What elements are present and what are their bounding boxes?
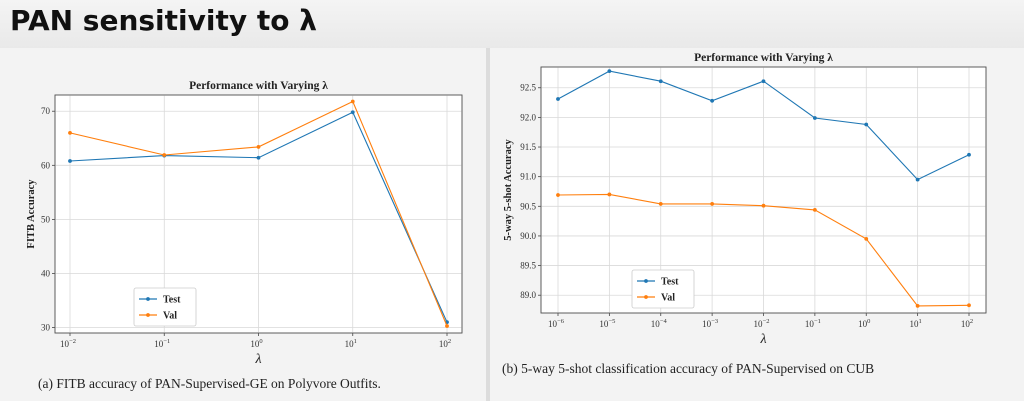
x-tick-label: 10−2 <box>60 338 76 349</box>
chart-title: Performance with Varying λ <box>189 80 328 92</box>
slide-title: PAN sensitivity to λ <box>10 4 317 37</box>
y-axis-label: 5-way 5-shot Accuracy <box>503 139 514 241</box>
data-point-val <box>256 145 261 149</box>
legend-box <box>133 287 197 327</box>
x-tick-label: 10−3 <box>702 318 718 329</box>
data-point-test <box>607 69 612 74</box>
plot-frame <box>54 94 463 334</box>
fitb-accuracy-chart: 10−2 10−1 100 101 102 30 40 50 60 70 Performance w… <box>26 80 463 367</box>
legend-marker-val <box>146 313 150 317</box>
data-point-test <box>864 122 869 127</box>
legend-label-test: Test <box>163 295 181 306</box>
x-tick-label: 101 <box>910 318 922 329</box>
y-tick-label: 91.0 <box>520 172 536 182</box>
panel-divider <box>486 48 490 401</box>
x-tick-label: 101 <box>345 338 357 349</box>
data-point-test <box>256 155 261 160</box>
data-point-val <box>812 207 817 212</box>
y-tick-label: 60 <box>41 160 51 170</box>
y-tick-label: 89.5 <box>520 261 536 271</box>
x-tick-label: 100 <box>250 338 262 349</box>
y-tick-label: 50 <box>41 214 51 224</box>
chart-title: Performance with Varying λ <box>694 52 833 64</box>
data-point-val <box>915 303 920 308</box>
data-point-val <box>445 324 449 328</box>
data-point-test <box>710 98 715 103</box>
data-point-val <box>658 202 663 206</box>
x-tick-label: 102 <box>961 318 973 329</box>
legend-marker-test <box>146 297 150 301</box>
x-tick-label: 10−1 <box>805 318 821 329</box>
y-tick-label: 91.5 <box>520 142 536 152</box>
data-point-val <box>864 237 869 241</box>
slide-header: PAN sensitivity to λ <box>0 0 1024 48</box>
plot-frame <box>540 66 987 314</box>
y-tick-label: 40 <box>41 269 51 279</box>
x-tick-label: 10−5 <box>599 318 615 329</box>
data-point-val <box>761 203 766 208</box>
legend-marker-val <box>644 295 648 299</box>
data-point-test <box>556 97 560 101</box>
data-point-val <box>556 193 560 197</box>
y-tick-label: 30 <box>41 323 51 333</box>
data-point-test <box>68 159 72 163</box>
legend-label-val: Val <box>163 311 177 322</box>
y-tick-label: 89.0 <box>520 290 536 300</box>
right-figure-caption: (b) 5-way 5-shot classification accuracy… <box>502 361 875 376</box>
x-tick-label: 10−4 <box>651 318 668 329</box>
legend-label-test: Test <box>661 277 679 288</box>
data-point-test <box>761 79 766 84</box>
x-tick-label: 10−2 <box>754 318 770 329</box>
data-point-test <box>967 152 971 157</box>
data-point-test <box>658 79 663 84</box>
x-tick-label: 10−6 <box>548 318 565 329</box>
data-point-test <box>812 116 817 120</box>
legend-box <box>631 269 695 309</box>
x-axis-label: λ <box>759 332 766 347</box>
x-tick-label: 100 <box>858 318 870 329</box>
left-figure-caption: (a) FITB accuracy of PAN-Supervised-GE o… <box>38 376 381 391</box>
legend-label-val: Val <box>661 293 675 304</box>
x-tick-label: 102 <box>439 338 451 349</box>
data-point-val <box>68 130 72 135</box>
data-point-val <box>710 202 715 206</box>
y-axis-label: FITB Accuracy <box>26 179 37 249</box>
data-point-val <box>967 303 971 308</box>
x-axis-label: λ <box>254 352 261 367</box>
data-point-val <box>350 99 355 104</box>
y-tick-label: 92.0 <box>520 112 536 122</box>
x-tick-label: 10−1 <box>154 338 170 349</box>
data-point-val <box>162 153 167 157</box>
y-tick-label: 70 <box>41 106 51 116</box>
y-tick-label: 90.0 <box>520 231 536 241</box>
data-point-test <box>915 177 920 182</box>
data-point-val <box>607 192 612 197</box>
data-point-test <box>350 110 355 115</box>
legend-marker-test <box>644 279 648 283</box>
y-tick-label: 92.5 <box>520 83 536 93</box>
y-tick-label: 90.5 <box>520 201 536 211</box>
